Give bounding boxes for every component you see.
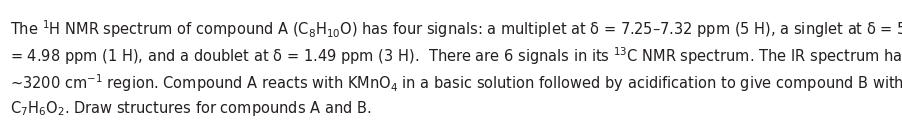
Text: = 4.98 ppm (1 H), and a doublet at δ = 1.49 ppm (3 H).  There are 6 signals in i: = 4.98 ppm (1 H), and a doublet at δ = 1… (10, 45, 902, 67)
Text: The $^{\mathregular{1}}$H NMR spectrum of compound A (C$_{\mathregular{8}}$H$_{\: The $^{\mathregular{1}}$H NMR spectrum o… (10, 18, 902, 40)
Text: C$_{\mathregular{7}}$H$_{\mathregular{6}}$O$_{\mathregular{2}}$. Draw structures: C$_{\mathregular{7}}$H$_{\mathregular{6}… (10, 99, 371, 118)
Text: ~3200 cm$^{\mathregular{−1}}$ region. Compound A reacts with KMnO$_{\mathregular: ~3200 cm$^{\mathregular{−1}}$ region. Co… (10, 72, 902, 94)
